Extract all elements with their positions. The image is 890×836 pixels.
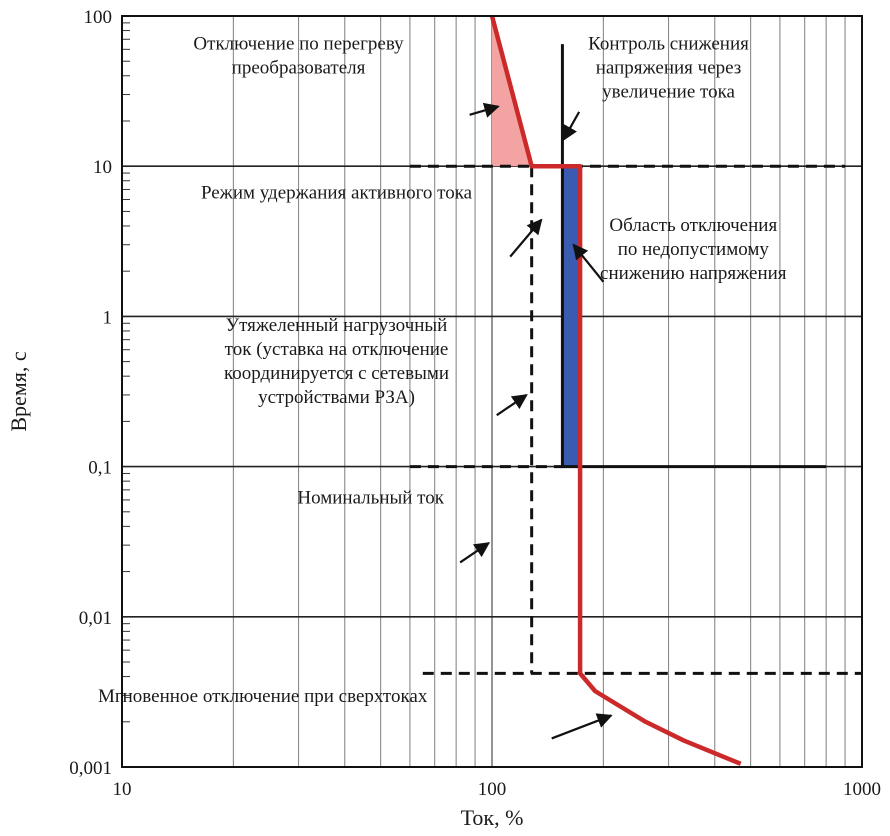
annotation: Контроль снижения напряжения через увеличе… <box>562 33 749 142</box>
annotation-text: Область отключения <box>609 215 777 236</box>
annotation: Номинальный ток <box>297 487 491 564</box>
y-tick-label: 100 <box>84 7 113 28</box>
annotation-text: координируется с сетевыми <box>224 363 449 384</box>
annotation-text: Номинальный ток <box>297 487 444 508</box>
annotation-text: увеличение тока <box>602 81 735 102</box>
x-axis-title: Ток, % <box>461 805 524 830</box>
annotation-arrow <box>572 243 605 283</box>
annotation-text: преобразователя <box>232 57 366 78</box>
plot-frame <box>121 15 863 768</box>
annotation: Режим удержания активного тока <box>201 182 543 258</box>
shaded-areas <box>492 16 581 468</box>
grid <box>122 16 862 767</box>
annotation-text: Отключение по перегреву <box>193 33 404 54</box>
series-trip-curve <box>489 15 742 766</box>
annotations: Отключение по перегреву преобразователя Ко… <box>98 33 787 740</box>
annotation-arrow <box>459 542 491 564</box>
annotation-arrow <box>551 713 613 740</box>
annotation: Область отключения по недопустимому снижен… <box>572 215 787 284</box>
annotation-text: ток (уставка на отключение <box>225 339 449 360</box>
y-tick-label: 0,001 <box>69 758 112 779</box>
y-axis-title: Время, с <box>6 351 31 431</box>
annotation-text: напряжения через <box>596 57 742 78</box>
annotation-text: устройствами РЗА) <box>258 387 415 408</box>
annotation-arrow <box>509 218 543 258</box>
annotation-text: Утяжеленный нагрузочный <box>226 315 448 336</box>
y-tick-label: 0,01 <box>79 608 112 629</box>
annotation-arrow <box>562 111 581 142</box>
y-tick-label: 10 <box>93 157 112 178</box>
annotation-arrow <box>496 394 528 417</box>
area-undervoltage-trip <box>561 165 581 468</box>
y-tick-label: 0,1 <box>88 458 112 479</box>
x-tick-label: 1000 <box>843 779 881 800</box>
annotation-text: Мгновенное отключение при сверхтоках <box>98 686 428 707</box>
x-tick-label: 10 <box>113 779 132 800</box>
annotation: Мгновенное отключение при сверхтоках <box>98 686 613 740</box>
series-lines <box>409 15 862 766</box>
annotation: Отключение по перегреву преобразователя <box>193 33 500 118</box>
annotation-text: снижению напряжения <box>600 263 787 284</box>
annotation-text: Режим удержания активного тока <box>201 182 473 203</box>
annotation: Утяжеленный нагрузочный ток (уставка на о… <box>224 315 528 417</box>
tick-labels: 10 100 1000 100 10 1 0,1 0,01 0,001 <box>69 7 881 800</box>
annotation-arrow <box>469 102 500 118</box>
series-voltage-control <box>560 44 827 469</box>
x-tick-label: 100 <box>478 779 507 800</box>
annotation-text: Контроль снижения <box>588 33 749 54</box>
annotation-text: по недопустимому <box>618 239 770 260</box>
y-tick-label: 1 <box>103 307 113 328</box>
